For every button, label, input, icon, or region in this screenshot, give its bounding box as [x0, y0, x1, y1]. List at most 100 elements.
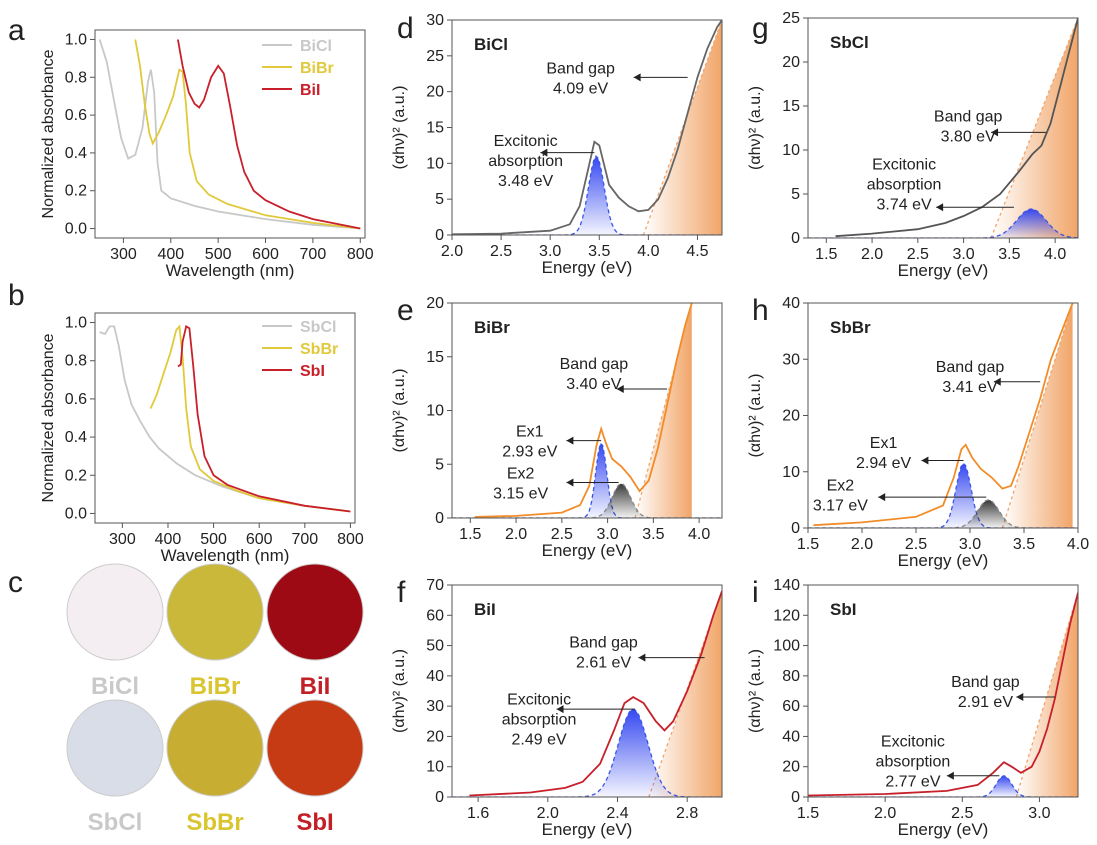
panel-letter-c: c — [8, 566, 23, 599]
x-tick-label: 2.0 — [851, 536, 873, 553]
chart-title: BiI — [474, 600, 496, 619]
annotation-label: Ex1 — [870, 435, 898, 452]
x-tick-label: 400 — [155, 531, 182, 548]
x-tick-label: 3.5 — [588, 243, 610, 260]
y-tick-label: 0.2 — [65, 467, 87, 484]
y-tick-label: 1.0 — [65, 31, 87, 48]
annotation-label: 3.41 eV — [942, 379, 997, 396]
chart-f: 1.6 2.0 2.4 2.8 0 10 20 30 40 50 60 70 Energy (eV) (α… — [391, 577, 723, 839]
annotation-arrowhead — [946, 771, 954, 780]
x-axis-label: Energy (eV) — [542, 258, 633, 277]
annotation-label: Band gap — [951, 674, 1020, 691]
x-tick-label: 1.5 — [459, 526, 481, 543]
absorption-edge-line — [634, 303, 693, 518]
annotation-label: 2.77 eV — [885, 774, 940, 791]
chart-title: SbCl — [830, 33, 869, 52]
y-tick-label: 0.8 — [65, 69, 87, 86]
y-tick-label: 60 — [782, 698, 800, 715]
legend-label: BiBr — [300, 60, 334, 77]
measured-spectrum-line — [469, 590, 722, 797]
y-tick-label: 20 — [782, 759, 800, 776]
annotation-label: Ex2 — [827, 477, 855, 494]
panel-letter-b: b — [8, 279, 25, 312]
sample-label: BiBr — [190, 673, 241, 700]
sample-label: BiI — [300, 673, 331, 700]
series-line-bii — [177, 39, 361, 230]
x-tick-label: 2.5 — [907, 246, 929, 263]
y-tick-label: 20 — [426, 295, 444, 312]
plot-area — [99, 324, 351, 513]
x-tick-label: 4.0 — [637, 243, 659, 260]
peak-fill — [808, 209, 1078, 238]
y-axis-label: (αhν)² (a.u.) — [391, 369, 408, 453]
x-axis-label: Energy (eV) — [898, 820, 989, 839]
chart-a: 300 400 500 600 700 800 0.0 0.2 0.4 0.6 0.8 1.0 Wave… — [40, 29, 374, 280]
chart-d: 2.0 2.5 3.0 3.5 4.0 4.5 0 5 10 15 20 25 30 Energy (eV… — [391, 12, 723, 277]
panel-letter-g: g — [752, 12, 769, 45]
x-tick-label: 2.5 — [951, 805, 973, 822]
y-tick-label: 0.6 — [65, 391, 87, 408]
panel-letter-i: i — [752, 576, 759, 609]
annotation-label: Band gap — [934, 108, 1003, 125]
y-tick-label: 40 — [782, 295, 800, 312]
y-tick-label: 0.4 — [65, 145, 87, 162]
sample-label: SbBr — [186, 809, 243, 836]
peak-fit-line — [452, 441, 722, 518]
x-tick-label: 4.0 — [1067, 536, 1089, 553]
annotation-arrowhead — [638, 653, 646, 662]
y-tick-label: 15 — [426, 349, 444, 366]
panel-letter-d: d — [397, 12, 414, 45]
x-tick-label: 1.6 — [467, 805, 489, 822]
x-tick-label: 3.5 — [1013, 536, 1035, 553]
x-tick-label: 2.0 — [441, 243, 463, 260]
y-tick-label: 80 — [782, 668, 800, 685]
chart-title: BiCl — [474, 35, 508, 54]
annotation-label: 3.17 eV — [813, 497, 868, 514]
y-axis-label: (αhν)² (a.u.) — [391, 649, 408, 733]
y-tick-label: 40 — [782, 728, 800, 745]
y-axis-label: (αhν)² (a.u.) — [747, 649, 764, 733]
annotation-label: 3.15 eV — [493, 486, 548, 503]
annotation-label: absorption — [867, 176, 942, 193]
annotation-label: 3.80 eV — [941, 128, 996, 145]
y-tick-label: 30 — [426, 698, 444, 715]
annotation-label: 2.94 eV — [856, 455, 911, 472]
plot-frame — [94, 29, 366, 239]
annotation-label: 2.49 eV — [512, 731, 567, 748]
annotation-label: 3.40 eV — [566, 376, 621, 393]
y-tick-label: 120 — [773, 607, 800, 624]
annotation-label: Band gap — [560, 356, 629, 373]
x-tick-label: 2.4 — [606, 805, 628, 822]
panel-letter-a: a — [8, 14, 25, 47]
x-tick-label: 700 — [291, 531, 318, 548]
x-tick-label: 2.0 — [505, 526, 527, 543]
y-tick-label: 0 — [435, 510, 444, 527]
y-tick-label: 0.8 — [65, 353, 87, 370]
plot-frame — [451, 584, 723, 798]
y-axis-label: (αhν)² (a.u.) — [747, 374, 764, 458]
chart-title: SbBr — [830, 318, 871, 337]
y-tick-label: 10 — [782, 464, 800, 481]
annotation-label: 2.93 eV — [502, 444, 557, 461]
legend-label: BiCl — [300, 38, 332, 55]
plot-frame — [807, 17, 1079, 239]
panel-letter-f: f — [397, 576, 406, 609]
x-tick-label: 2.5 — [490, 243, 512, 260]
measured-spectrum-line — [808, 592, 1078, 797]
plot-area — [808, 303, 1078, 528]
annotation-label: 3.48 eV — [498, 173, 553, 190]
x-tick-label: 600 — [252, 246, 279, 263]
x-tick-label: 3.0 — [959, 536, 981, 553]
y-tick-label: 5 — [791, 186, 800, 203]
y-tick-label: 25 — [782, 10, 800, 27]
annotation-arrowhead — [616, 385, 624, 393]
x-tick-label: 2.0 — [537, 805, 559, 822]
peak-fit-line — [452, 155, 722, 235]
y-tick-label: 10 — [426, 759, 444, 776]
annotation-arrowhead — [566, 478, 574, 487]
x-tick-label: 3.0 — [539, 243, 561, 260]
x-tick-label: 3.0 — [952, 246, 974, 263]
plot-area — [452, 20, 722, 235]
annotation-arrowhead — [936, 203, 944, 212]
